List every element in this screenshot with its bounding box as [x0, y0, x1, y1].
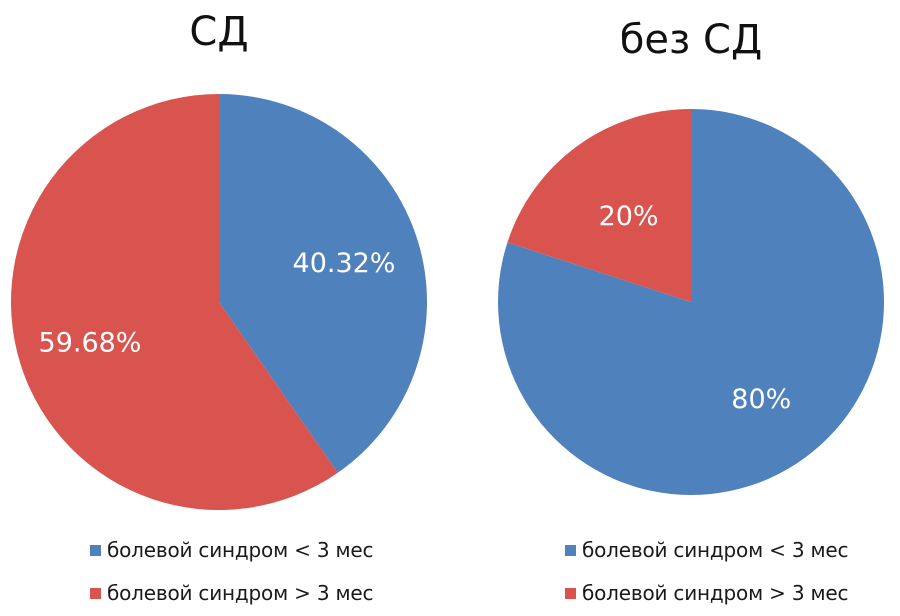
legend-label: болевой синдром > 3 мес [582, 581, 849, 605]
legend-swatch-red [90, 587, 101, 599]
legend-label: болевой синдром > 3 мес [107, 581, 374, 605]
legend-item: болевой синдром < 3 мес [565, 538, 849, 562]
slice-data-label: 40.32% [293, 248, 396, 279]
chart-title: СД [189, 9, 248, 55]
pie-labels: 40.32% 59.68% [39, 248, 396, 359]
pie-slice-1 [507, 109, 691, 302]
legend-item: болевой синдром > 3 мес [565, 581, 849, 605]
pie-chart-svg: без СД 80% 20% [498, 17, 885, 496]
pie-slice-0 [219, 94, 427, 473]
legend-swatch-red [565, 587, 576, 599]
legend-swatch-blue [90, 544, 101, 556]
pie-slice-0 [498, 108, 885, 496]
legend-swatch-blue [565, 544, 576, 556]
pie-chart-svg: СД 40.32% 59.68% [10, 9, 427, 510]
slice-data-label: 20% [599, 201, 659, 232]
pie-slices [498, 108, 885, 496]
legend-item: болевой синдром > 3 мес [90, 581, 374, 605]
pie-chart-sd: СД 40.32% 59.68% болевой синдром < 3 мес … [10, 9, 427, 605]
pie-labels: 80% 20% [599, 201, 792, 415]
pie-slices [10, 94, 427, 510]
slice-data-label: 80% [731, 384, 791, 415]
legend-label: болевой синдром < 3 мес [107, 538, 374, 562]
slice-data-label: 59.68% [39, 328, 142, 359]
legend-item: болевой синдром < 3 мес [90, 538, 374, 562]
legend-label: болевой синдром < 3 мес [582, 538, 849, 562]
chart-title: без СД [620, 17, 762, 63]
pie-chart-bez-sd: без СД 80% 20% болевой синдром < 3 мес бо… [450, 0, 900, 616]
pie-slice-1 [10, 94, 338, 510]
